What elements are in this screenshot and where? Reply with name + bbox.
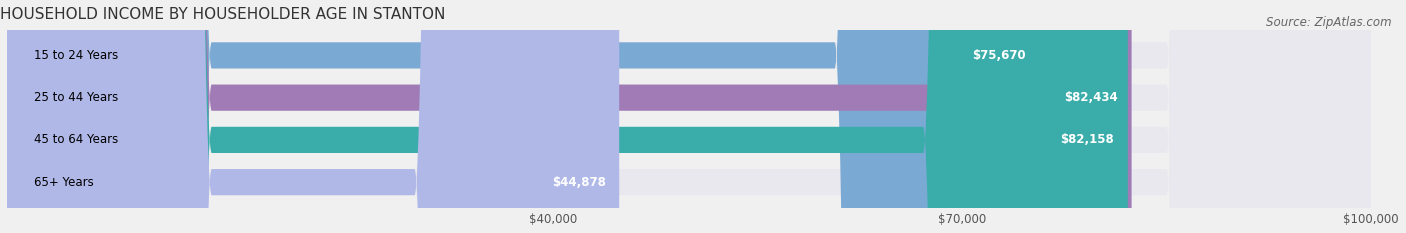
Text: $82,434: $82,434: [1064, 91, 1118, 104]
FancyBboxPatch shape: [7, 0, 1371, 233]
FancyBboxPatch shape: [7, 0, 1039, 233]
FancyBboxPatch shape: [7, 0, 1371, 233]
Text: 25 to 44 Years: 25 to 44 Years: [34, 91, 118, 104]
Text: $82,158: $82,158: [1060, 134, 1114, 146]
Text: 65+ Years: 65+ Years: [34, 176, 94, 189]
FancyBboxPatch shape: [7, 0, 1371, 233]
FancyBboxPatch shape: [7, 0, 1132, 233]
Text: $44,878: $44,878: [551, 176, 606, 189]
Text: $75,670: $75,670: [972, 49, 1025, 62]
Text: 45 to 64 Years: 45 to 64 Years: [34, 134, 118, 146]
Text: 15 to 24 Years: 15 to 24 Years: [34, 49, 118, 62]
FancyBboxPatch shape: [7, 0, 619, 233]
FancyBboxPatch shape: [7, 0, 1128, 233]
Text: HOUSEHOLD INCOME BY HOUSEHOLDER AGE IN STANTON: HOUSEHOLD INCOME BY HOUSEHOLDER AGE IN S…: [0, 7, 446, 22]
Text: Source: ZipAtlas.com: Source: ZipAtlas.com: [1267, 16, 1392, 29]
FancyBboxPatch shape: [7, 0, 1371, 233]
